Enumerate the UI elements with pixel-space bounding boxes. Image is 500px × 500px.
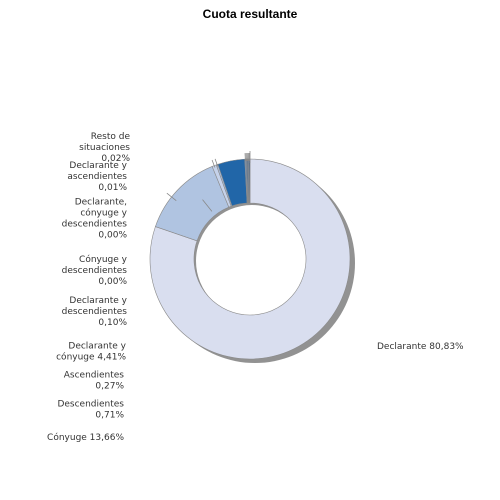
slice-label: Declarante y cónyuge 4,41% [56,342,127,363]
slice-label: Declarante 80,83% [377,342,464,352]
slice-label: Cónyuge y descendientes 0,00% [62,254,128,287]
chart-title: Cuota resultante [203,7,298,21]
donut-slice [248,158,251,204]
slice-label: Ascendientes 0,27% [64,371,125,392]
leader-line [211,159,216,168]
leader-line [166,192,177,202]
leader-lines [166,151,251,212]
leader-line [202,199,213,212]
leader-line [214,158,219,167]
donut-slices [149,158,351,360]
slice-label: Declarante y descendientes 0,10% [62,296,128,328]
slice-labels: Declarante 80,83% Cónyuge 13,66% Descendie… [47,132,464,443]
slice-label: Descendientes 0,71% [57,400,124,421]
slice-label: Declarante, cónyuge y descendientes 0,00% [62,198,128,241]
slice-label: Resto de situaciones 0,02% [79,132,130,164]
slice-label: Cónyuge 13,66% [47,432,124,443]
donut-slice [149,158,351,360]
slice-label: Declarante y ascendientes 0,01% [67,161,127,193]
